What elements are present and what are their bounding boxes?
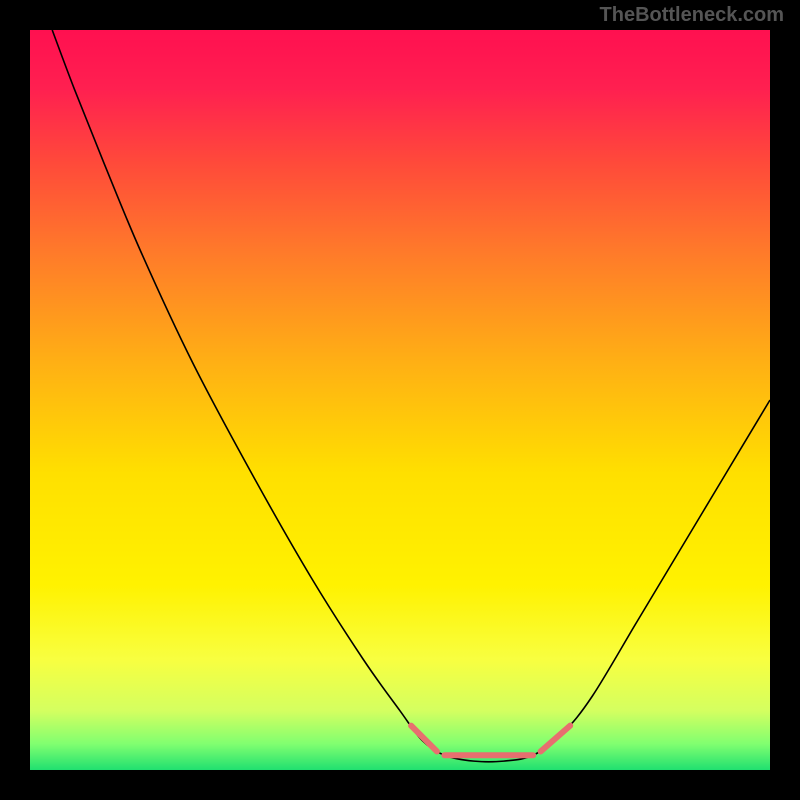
plot-area: [30, 30, 770, 770]
watermark-text: TheBottleneck.com: [600, 4, 784, 27]
curve-layer: [30, 30, 770, 770]
bottleneck-curve: [52, 30, 770, 762]
optimal-range-highlight: [411, 726, 570, 756]
